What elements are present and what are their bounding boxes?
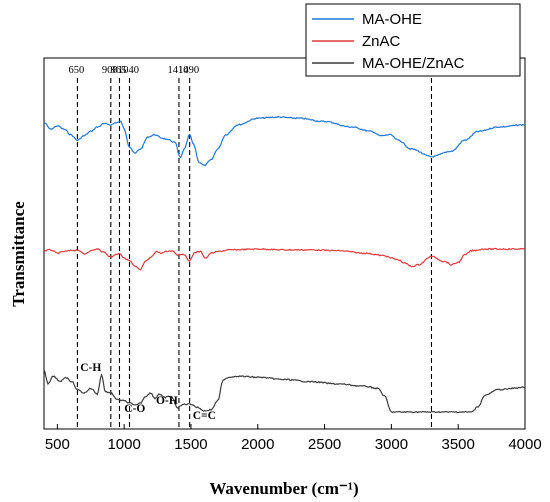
- peak-annotation: C-O: [124, 403, 145, 415]
- reference-label: 1040: [118, 65, 139, 76]
- reference-label: 650: [69, 65, 85, 76]
- legend-label: MA-OHE/ZnAC: [362, 55, 465, 72]
- legend: MA-OHE ZnAC MA-OHE/ZnAC: [305, 3, 521, 77]
- x-tick-label: 500: [45, 436, 70, 453]
- x-axis-title: Wavenumber (cm⁻¹): [209, 479, 358, 498]
- legend-label: MA-OHE: [362, 11, 422, 28]
- x-tick-label: 2500: [308, 436, 341, 453]
- x-tick-label: 2000: [241, 436, 274, 453]
- peak-annotations: C-H C-O O-H C=C: [80, 362, 216, 422]
- peak-annotation: O-H: [156, 395, 178, 407]
- x-tick-label: 3000: [375, 436, 408, 453]
- legend-box: [305, 3, 521, 77]
- legend-label: ZnAC: [362, 33, 401, 50]
- peak-annotation: C-H: [80, 362, 101, 374]
- reference-label: 965: [111, 65, 127, 76]
- x-tick-label: 1500: [174, 436, 207, 453]
- y-axis-title: Transmittance: [9, 201, 28, 307]
- reference-label: 1410: [167, 65, 188, 76]
- x-tick-label: 4000: [508, 436, 541, 453]
- series-lines: [43, 116, 526, 414]
- x-tick-label: 1000: [107, 436, 140, 453]
- series-line-ma-ohe: [43, 116, 526, 167]
- series-line-znac: [43, 247, 526, 271]
- reference-lines: [76, 78, 433, 429]
- x-axis-ticks: 500 1000 1500 2000 2500 3000 3500 4000: [45, 424, 542, 453]
- plot-frame: [43, 57, 526, 430]
- x-tick-label: 3500: [442, 436, 475, 453]
- reference-label: 900: [102, 65, 118, 76]
- reference-label: 1490: [178, 65, 199, 76]
- series-line-ma-ohe-znac: [43, 369, 526, 414]
- peak-annotation: C=C: [193, 410, 216, 422]
